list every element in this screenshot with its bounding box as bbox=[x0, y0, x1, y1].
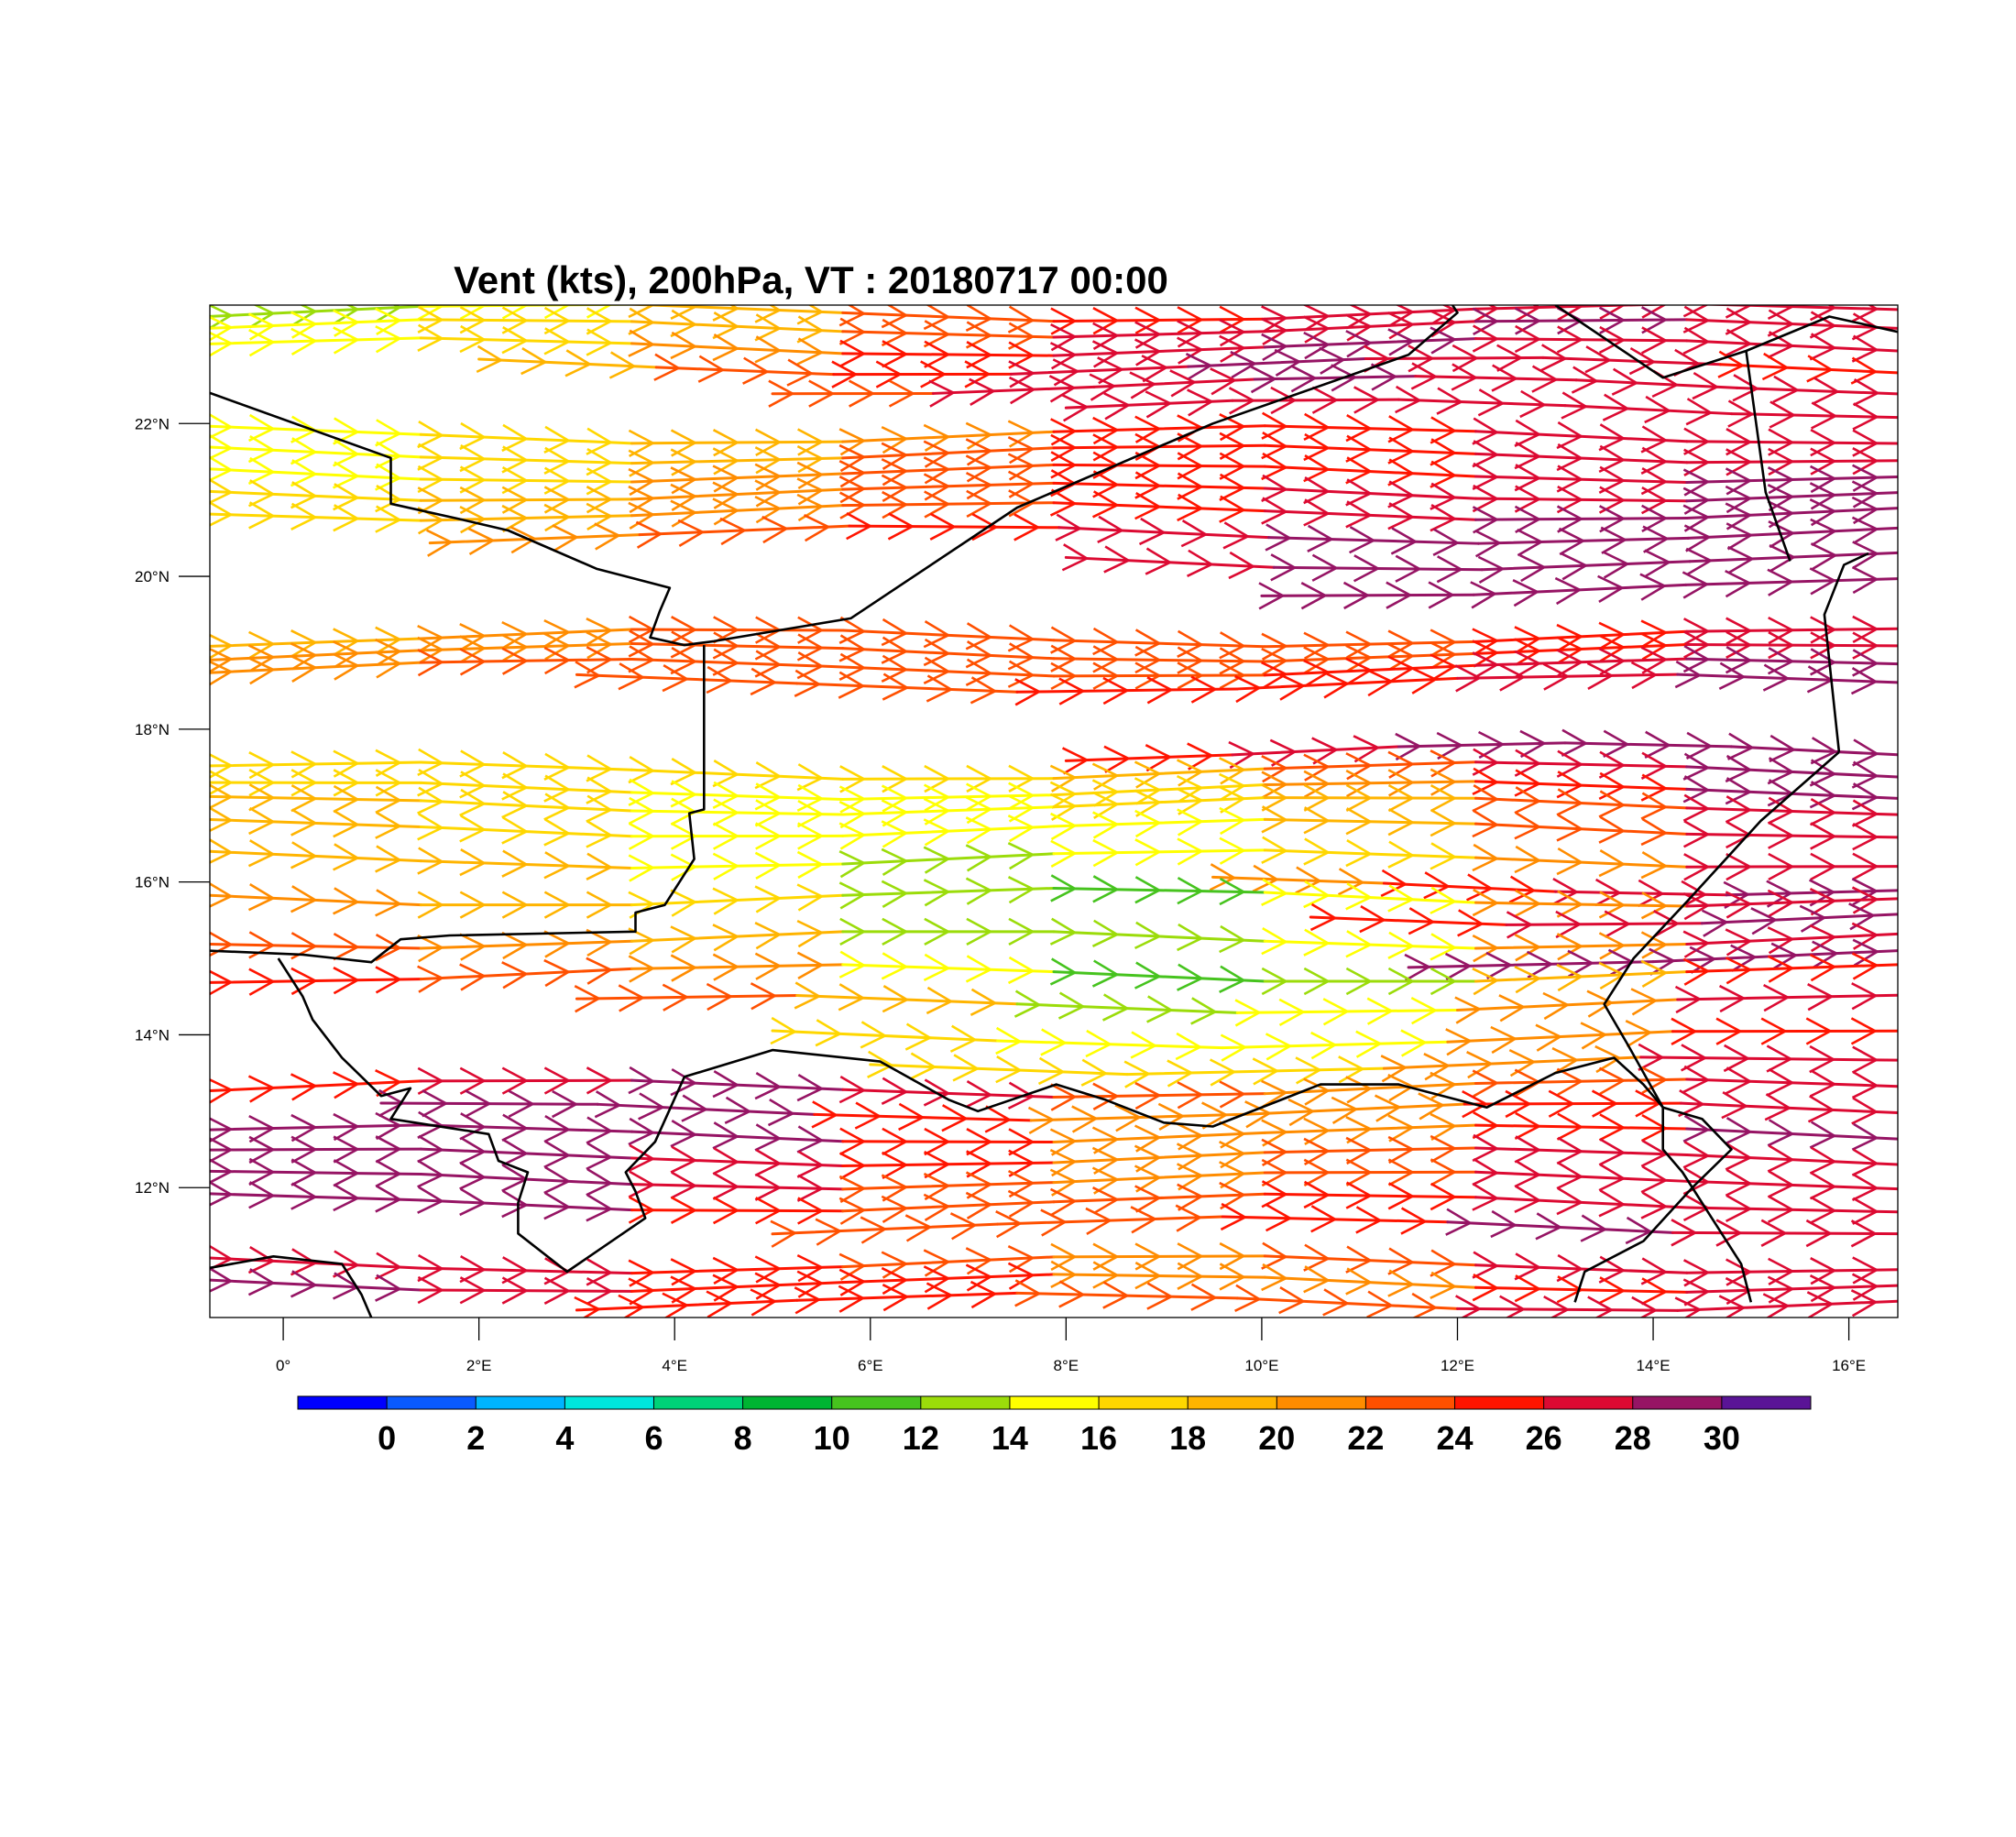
lon-tick-label: 8°E bbox=[1054, 1357, 1079, 1374]
colorbar-label: 10 bbox=[814, 1419, 850, 1457]
colorbar-swatch bbox=[298, 1396, 388, 1409]
streamline-segment bbox=[1233, 399, 1399, 400]
colorbar-swatch bbox=[387, 1396, 477, 1409]
lon-tick-label: 0° bbox=[276, 1357, 290, 1374]
lon-tick-label: 14°E bbox=[1637, 1357, 1671, 1374]
lat-tick-label: 14°N bbox=[135, 1026, 170, 1044]
colorbar-swatch bbox=[1722, 1396, 1812, 1409]
colorbar-label: 14 bbox=[992, 1419, 1028, 1457]
colorbar-swatch bbox=[1365, 1396, 1455, 1409]
lat-tick-label: 12°N bbox=[135, 1179, 170, 1197]
colorbar-label: 2 bbox=[466, 1419, 485, 1457]
lat-tick-label: 20°N bbox=[135, 568, 170, 585]
streamline-segment bbox=[1365, 357, 1543, 358]
colorbar-label: 8 bbox=[734, 1419, 752, 1457]
lat-tick-label: 22°N bbox=[135, 415, 170, 432]
colorbar-swatch bbox=[653, 1396, 743, 1409]
latitude-axis: 22°N 20°N 18°N 16°N 14°N 12°N bbox=[135, 415, 210, 1197]
lon-tick-label: 4°E bbox=[662, 1357, 687, 1374]
colorbar-label: 28 bbox=[1615, 1419, 1651, 1457]
colorbar-swatch bbox=[1455, 1396, 1545, 1409]
colorbar-swatch bbox=[1633, 1396, 1723, 1409]
colorbar-swatch bbox=[1099, 1396, 1189, 1409]
longitude-axis: 0° 2°E 4°E 6°E 8°E 10°E 12°E 14°E 16°E bbox=[276, 1318, 1866, 1374]
lon-tick-label: 6°E bbox=[858, 1357, 883, 1374]
colorbar-label: 24 bbox=[1437, 1419, 1474, 1457]
lat-tick-label: 18°N bbox=[135, 721, 170, 738]
colorbar-label: 20 bbox=[1258, 1419, 1295, 1457]
lat-tick-label: 16°N bbox=[135, 874, 170, 891]
colorbar-swatch bbox=[1188, 1396, 1277, 1409]
map-title: Vent (kts), 200hPa, VT : 20180717 00:00 bbox=[454, 258, 1168, 301]
colorbar-label: 6 bbox=[644, 1419, 663, 1457]
lon-tick-label: 2°E bbox=[466, 1357, 492, 1374]
colorbar-swatch bbox=[1544, 1396, 1634, 1409]
colorbar-label: 26 bbox=[1526, 1419, 1562, 1457]
colorbar-label: 16 bbox=[1080, 1419, 1117, 1457]
colorbar-swatch bbox=[564, 1396, 654, 1409]
lon-tick-label: 10°E bbox=[1244, 1357, 1278, 1374]
streamline-segment bbox=[1507, 924, 1703, 925]
colorbar-swatch bbox=[476, 1396, 565, 1409]
colorbar-label: 22 bbox=[1347, 1419, 1384, 1457]
colorbar-swatch bbox=[1010, 1396, 1100, 1409]
colorbar-swatch bbox=[1276, 1396, 1366, 1409]
lon-tick-label: 12°E bbox=[1441, 1357, 1474, 1374]
colorbar-swatch bbox=[921, 1396, 1011, 1409]
colorbar-label: 4 bbox=[555, 1419, 574, 1457]
colorbar-swatch bbox=[743, 1396, 833, 1409]
colorbar-label: 18 bbox=[1169, 1419, 1206, 1457]
colorbar-label: 0 bbox=[378, 1419, 396, 1457]
colorbar-label: 30 bbox=[1704, 1419, 1740, 1457]
lon-tick-label: 16°E bbox=[1832, 1357, 1866, 1374]
colorbar-label: 12 bbox=[903, 1419, 939, 1457]
colorbar-swatch bbox=[832, 1396, 922, 1409]
